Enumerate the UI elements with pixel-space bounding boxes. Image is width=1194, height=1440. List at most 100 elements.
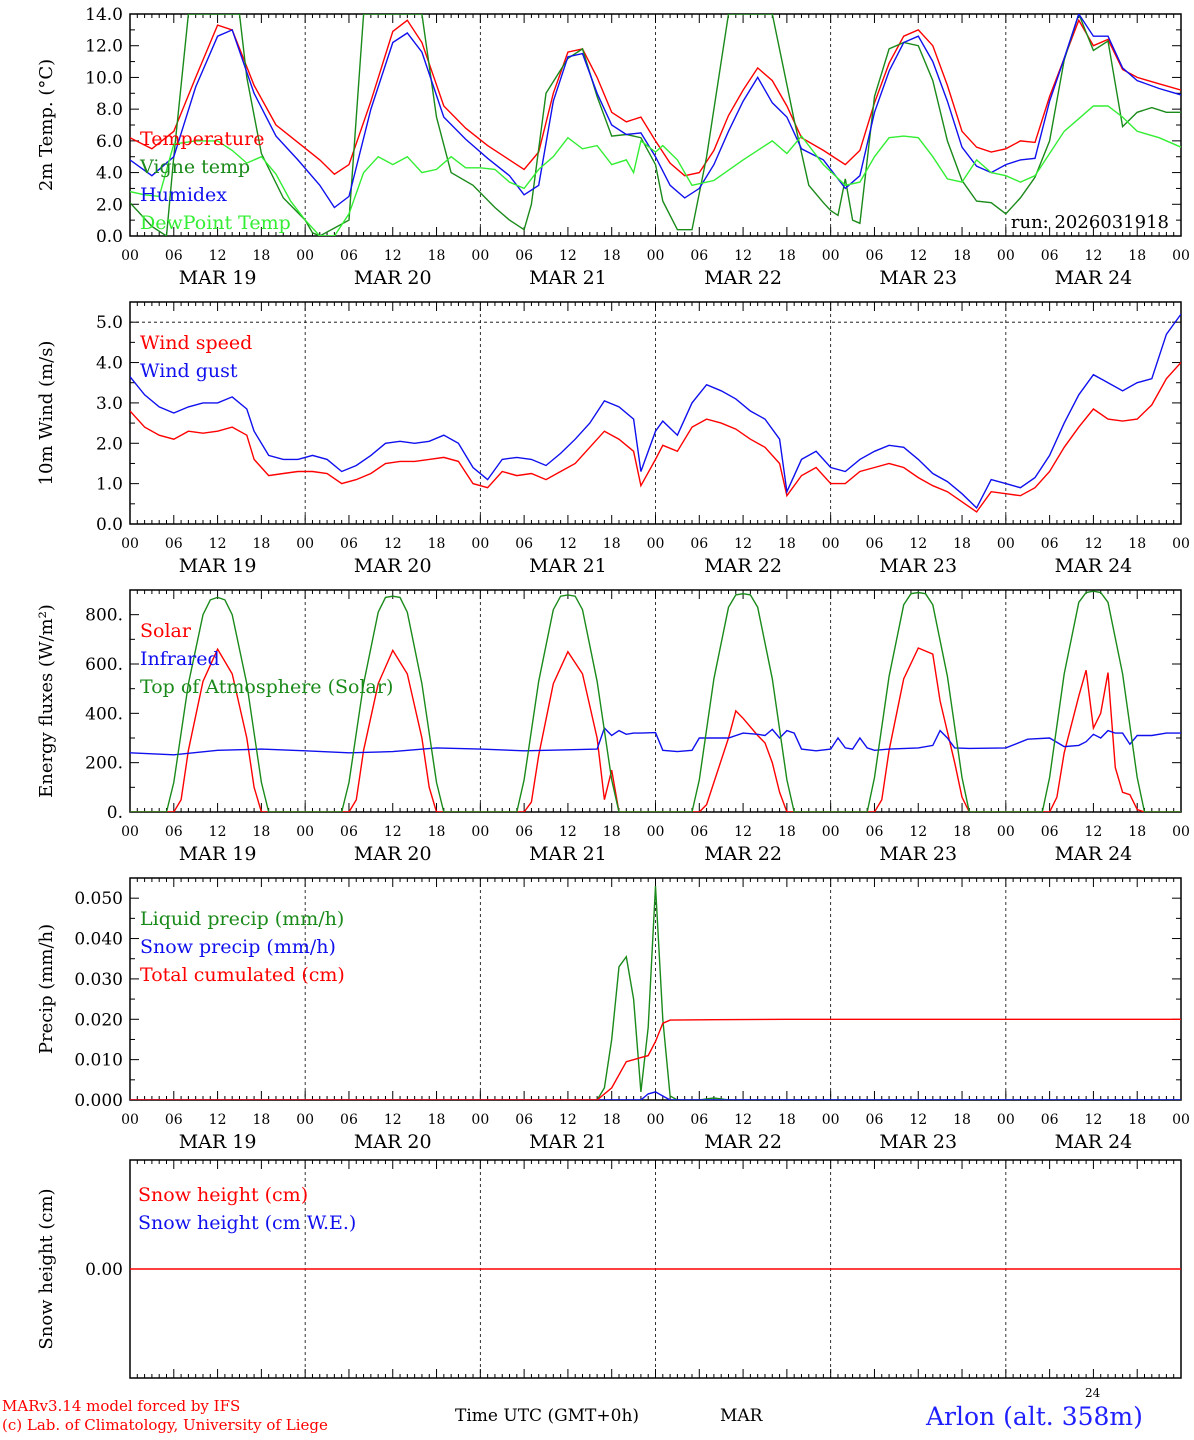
precip-hour-label: 00 — [471, 1112, 489, 1128]
temperature-hour-label: 12 — [209, 248, 227, 264]
precip-ytick-label: 0.020 — [74, 1010, 123, 1030]
wind-ylabel: 10m Wind (m/s) — [36, 341, 57, 486]
wind-hour-label: 18 — [953, 536, 971, 552]
precip-hour-label: 18 — [252, 1112, 270, 1128]
energy-series-infrared — [130, 726, 1181, 756]
energy-ytick-label: 400. — [85, 704, 123, 724]
energy-hour-label: 12 — [734, 824, 752, 840]
precip-hour-label: 18 — [953, 1112, 971, 1128]
temperature-hour-label: 06 — [1041, 248, 1059, 264]
temperature-ytick-label: 6.0 — [96, 132, 123, 152]
energy-hour-label: 18 — [603, 824, 621, 840]
wind-hour-label: 00 — [121, 536, 139, 552]
wind-hour-label: 12 — [734, 536, 752, 552]
wind-legend-entry: Wind gust — [140, 360, 238, 382]
temperature-hour-label: 18 — [778, 248, 796, 264]
wind-ytick-label: 0.0 — [96, 515, 123, 535]
precip-series-snow-precip-mm-h — [130, 1091, 1181, 1100]
wind-day-label: MAR 21 — [529, 555, 607, 577]
temperature-series-temperature — [130, 18, 1181, 177]
precip-day-label: MAR 20 — [354, 1131, 432, 1153]
snow-ylabel: Snow height (cm) — [36, 1188, 57, 1349]
energy-hour-label: 00 — [647, 824, 665, 840]
energy-hour-label: 12 — [209, 824, 227, 840]
station-name: Arlon (alt. 358m) — [926, 1402, 1143, 1431]
energy-hour-label: 06 — [690, 824, 708, 840]
temperature-hour-label: 00 — [647, 248, 665, 264]
energy-hour-label: 18 — [428, 824, 446, 840]
precip-hour-label: 12 — [384, 1112, 402, 1128]
temperature-ytick-label: 2.0 — [96, 195, 123, 215]
wind-ytick-label: 3.0 — [96, 394, 123, 414]
wind-hour-label: 00 — [822, 536, 840, 552]
wind-day-label: MAR 23 — [879, 555, 957, 577]
energy-hour-label: 12 — [909, 824, 927, 840]
energy-legend-entry: Top of Atmosphere (Solar) — [140, 676, 393, 698]
temperature-hour-label: 00 — [822, 248, 840, 264]
temperature-hour-label: 00 — [471, 248, 489, 264]
temperature-hour-label: 00 — [296, 248, 314, 264]
energy-hour-label: 06 — [340, 824, 358, 840]
wind-hour-label: 12 — [384, 536, 402, 552]
temperature-hour-label: 06 — [690, 248, 708, 264]
precip-hour-label: 06 — [1041, 1112, 1059, 1128]
temperature-day-label: MAR 19 — [179, 267, 257, 289]
temperature-series-dewpoint-temp — [130, 105, 1181, 236]
temperature-series-humidex — [130, 14, 1181, 209]
wind-hour-label: 00 — [647, 536, 665, 552]
wind-day-label: MAR 24 — [1055, 555, 1133, 577]
wind-series-wind-gust — [130, 313, 1181, 510]
precip-ylabel: Precip (mm/h) — [36, 924, 57, 1054]
precip-hour-label: 18 — [428, 1112, 446, 1128]
footer-credits: MARv3.14 model forced by IFS (c) Lab. of… — [2, 1397, 328, 1435]
energy-ylabel: Energy fluxes (W/m²) — [36, 604, 57, 798]
precip-hour-label: 00 — [997, 1112, 1015, 1128]
temperature-hour-label: 06 — [340, 248, 358, 264]
wind-hour-label: 06 — [866, 536, 884, 552]
temperature-hour-label: 06 — [165, 248, 183, 264]
temperature-ytick-label: 8.0 — [96, 100, 123, 120]
precip-ytick-label: 0.010 — [74, 1051, 123, 1071]
energy-hour-label: 00 — [1172, 824, 1190, 840]
precip-hour-label: 12 — [209, 1112, 227, 1128]
temperature-hour-label: 00 — [997, 248, 1015, 264]
energy-hour-label: 00 — [471, 824, 489, 840]
temperature-hour-label: 00 — [121, 248, 139, 264]
precip-day-label: MAR 19 — [179, 1131, 257, 1153]
temperature-day-label: MAR 24 — [1055, 267, 1133, 289]
temperature-legend-entry: Vigne temp — [139, 156, 250, 178]
temperature-series-vigne-temp — [130, 14, 1181, 236]
temperature-ytick-label: 0.0 — [96, 227, 123, 247]
energy-day-label: MAR 20 — [354, 843, 432, 865]
precip-ytick-label: 0.030 — [74, 970, 123, 990]
energy-hour-label: 18 — [778, 824, 796, 840]
wind-hour-label: 00 — [1172, 536, 1190, 552]
precip-hour-label: 06 — [690, 1112, 708, 1128]
wind-ytick-label: 5.0 — [96, 313, 123, 333]
time-axis-label: Time UTC (GMT+0h) — [455, 1406, 640, 1426]
precip-ytick-label: 0.000 — [74, 1091, 123, 1111]
wind-hour-label: 18 — [778, 536, 796, 552]
energy-ytick-label: 600. — [85, 655, 123, 675]
precip-hour-label: 00 — [1172, 1112, 1190, 1128]
wind-hour-label: 12 — [209, 536, 227, 552]
temperature-ylabel: 2m Temp. (°C) — [36, 59, 57, 191]
snow-legend-entry: Snow height (cm W.E.) — [138, 1212, 356, 1234]
temperature-hour-label: 12 — [384, 248, 402, 264]
energy-hour-label: 06 — [866, 824, 884, 840]
energy-hour-label: 18 — [252, 824, 270, 840]
energy-legend-entry: Infrared — [140, 648, 220, 670]
wind-series-wind-speed — [130, 362, 1181, 513]
wind-hour-label: 06 — [515, 536, 533, 552]
wind-ytick-label: 4.0 — [96, 354, 123, 374]
wind-ytick-label: 2.0 — [96, 434, 123, 454]
wind-legend-entry: Wind speed — [140, 332, 252, 354]
temperature-ytick-label: 4.0 — [96, 164, 123, 184]
temperature-hour-label: 12 — [559, 248, 577, 264]
energy-series-solar — [130, 647, 1181, 812]
wind-hour-label: 12 — [1085, 536, 1103, 552]
temperature-hour-label: 18 — [953, 248, 971, 264]
temperature-hour-label: 18 — [428, 248, 446, 264]
wind-hour-label: 06 — [1041, 536, 1059, 552]
